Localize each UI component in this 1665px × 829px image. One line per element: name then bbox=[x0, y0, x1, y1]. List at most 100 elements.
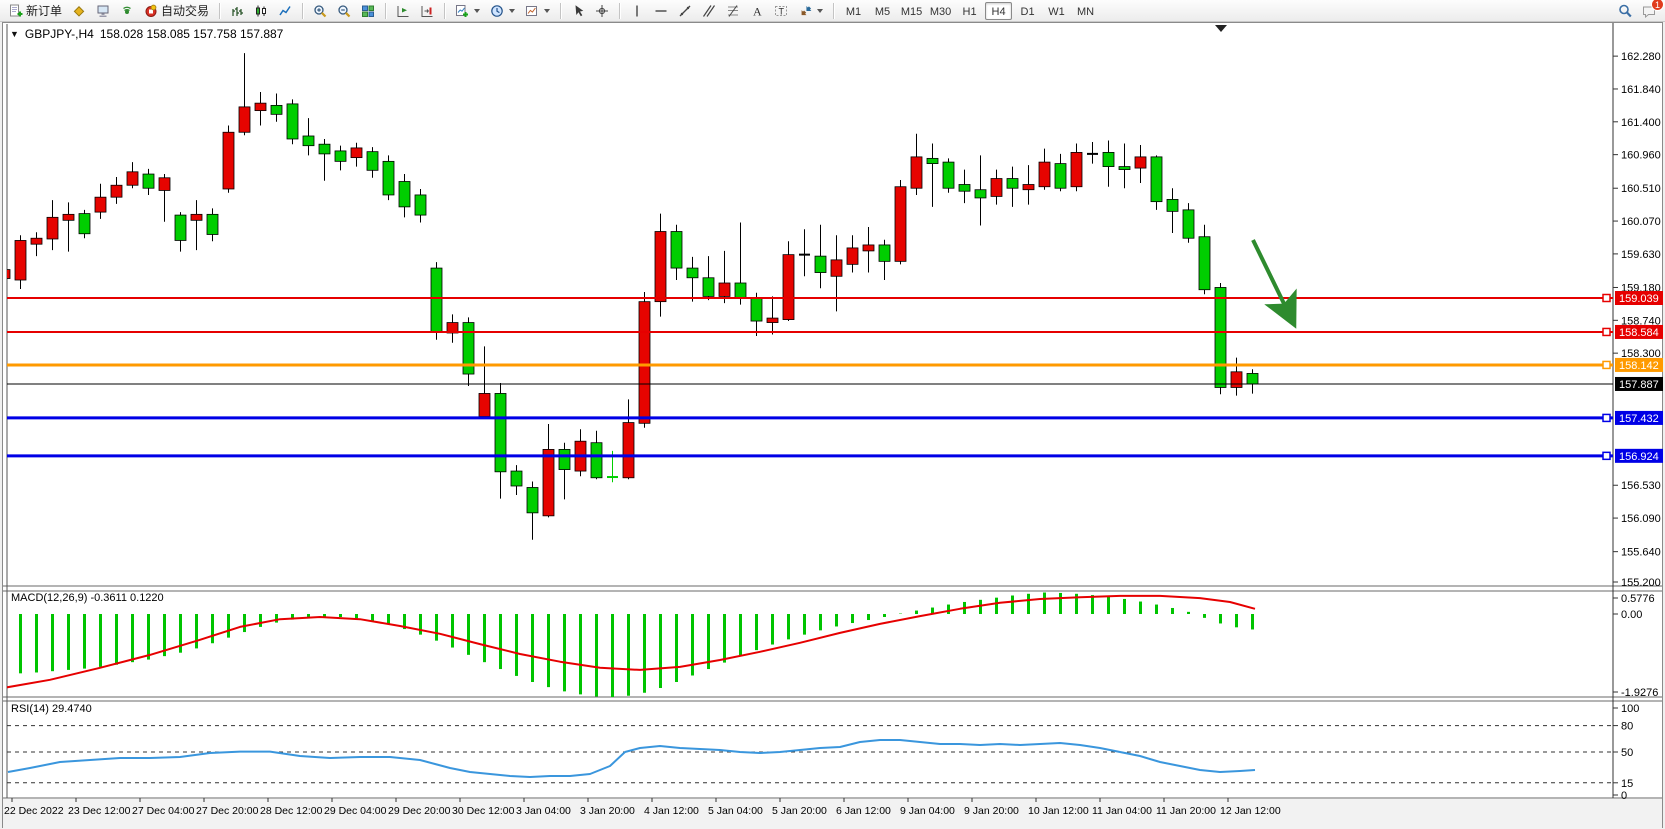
toolbar-separator bbox=[219, 2, 221, 19]
toolbar-separator bbox=[560, 2, 562, 19]
svg-text:15: 15 bbox=[1621, 778, 1633, 790]
down-arrow-annotation[interactable] bbox=[1251, 239, 1297, 329]
equidistant-channel-button[interactable] bbox=[697, 1, 721, 21]
chart-canvas[interactable]: 162.280 161.840 161.400 160.960 160.510 160.0… bbox=[0, 22, 1665, 829]
symbol-dropdown-icon[interactable]: ▼ bbox=[10, 29, 19, 39]
panel-dividers[interactable] bbox=[3, 585, 1662, 799]
candle-body bbox=[14, 240, 27, 281]
line-handle bbox=[1602, 360, 1611, 370]
candle-body bbox=[990, 178, 1003, 197]
timeframe-m15-button[interactable]: M15 bbox=[900, 5, 923, 18]
candle-body bbox=[1006, 178, 1019, 189]
label-icon: T bbox=[775, 5, 788, 16]
svg-text:157.887: 157.887 bbox=[1619, 379, 1659, 391]
templates-button[interactable] bbox=[520, 1, 555, 21]
new-order-button[interactable]: 新订单 bbox=[4, 1, 67, 21]
timeframe-h1-button[interactable]: H1 bbox=[962, 5, 977, 18]
profiles-button[interactable] bbox=[485, 1, 520, 21]
timeframe-h4-button[interactable]: H4 bbox=[985, 1, 1013, 20]
toolbar-separator bbox=[385, 2, 387, 19]
chevron-down-icon[interactable] bbox=[817, 8, 824, 13]
text-label-button[interactable]: T bbox=[769, 1, 793, 21]
price-label-158.142: 158.142 bbox=[1615, 357, 1663, 372]
crosshair-button[interactable] bbox=[590, 1, 614, 21]
svg-text:161.840: 161.840 bbox=[1621, 84, 1661, 96]
toolbar-right-group: 1 bbox=[1613, 0, 1664, 21]
search-button[interactable] bbox=[1613, 1, 1637, 21]
candle-body bbox=[30, 237, 43, 245]
candle-body bbox=[286, 103, 299, 140]
svg-text:156.530: 156.530 bbox=[1621, 480, 1661, 492]
fibonacci-button[interactable] bbox=[721, 1, 745, 21]
arrows-button[interactable] bbox=[793, 1, 828, 21]
candle-body bbox=[334, 150, 347, 162]
candle-body bbox=[206, 213, 219, 235]
zoom-out-button[interactable] bbox=[332, 1, 356, 21]
candlestick-mode-button[interactable] bbox=[249, 1, 273, 21]
svg-text:11 Jan 20:00: 11 Jan 20:00 bbox=[1156, 805, 1216, 817]
zoom-in-button[interactable] bbox=[308, 1, 332, 21]
vertical-line-button[interactable] bbox=[625, 1, 649, 21]
gold-seal-button[interactable] bbox=[67, 1, 91, 21]
candle-body bbox=[638, 301, 651, 424]
price-axis: 162.280 161.840 161.400 160.960 160.510 160.0… bbox=[1613, 51, 1661, 589]
timeframe-m30-button[interactable]: M30 bbox=[929, 5, 952, 18]
chevron-down-icon[interactable] bbox=[474, 8, 481, 13]
chevron-down-icon[interactable] bbox=[544, 8, 551, 13]
new-order-label: 新订单 bbox=[26, 4, 63, 18]
bar-chart-mode-button[interactable] bbox=[225, 1, 249, 21]
timeframe-w1-button[interactable]: W1 bbox=[1048, 5, 1065, 18]
candle-body bbox=[494, 393, 507, 473]
macd-histogram bbox=[19, 592, 1254, 697]
timeframe-m1-button[interactable]: M1 bbox=[845, 5, 862, 18]
rsi-line bbox=[7, 739, 1256, 778]
timeframe-m5-button[interactable]: M5 bbox=[874, 5, 891, 18]
timeframe-d1-button[interactable]: D1 bbox=[1020, 5, 1035, 18]
candle-body bbox=[910, 156, 923, 189]
svg-text:5 Jan 04:00: 5 Jan 04:00 bbox=[708, 805, 763, 817]
svg-text:27 Dec 04:00: 27 Dec 04:00 bbox=[132, 805, 195, 817]
timeframe-mn-button[interactable]: MN bbox=[1076, 5, 1095, 18]
svg-text:162.280: 162.280 bbox=[1621, 51, 1661, 63]
notification-count-badge: 1 bbox=[1651, 0, 1664, 11]
candle-body bbox=[238, 106, 251, 133]
new-chart-button[interactable] bbox=[450, 1, 485, 21]
notifications-button[interactable]: 1 bbox=[1637, 0, 1664, 21]
price-line-156.924[interactable] bbox=[7, 451, 1613, 461]
candle-body bbox=[78, 213, 91, 235]
price-label-159.039: 159.039 bbox=[1615, 291, 1663, 305]
horizontal-line-button[interactable] bbox=[649, 1, 673, 21]
candle-body bbox=[350, 147, 363, 159]
arrows-icon bbox=[801, 5, 812, 15]
text-button[interactable]: A bbox=[745, 1, 769, 21]
trendline-button[interactable] bbox=[673, 1, 697, 21]
price-line-157.432[interactable] bbox=[7, 413, 1613, 423]
price-line-158.584[interactable] bbox=[7, 327, 1613, 337]
cursor-button[interactable] bbox=[566, 1, 590, 21]
svg-text:0: 0 bbox=[1621, 790, 1627, 802]
new-order-icon bbox=[10, 4, 23, 16]
svg-text:-1.9276: -1.9276 bbox=[1621, 687, 1658, 699]
chart-shift-icon bbox=[421, 5, 433, 17]
auto-scroll-button[interactable] bbox=[391, 1, 415, 21]
svg-text:11 Jan 04:00: 11 Jan 04:00 bbox=[1092, 805, 1152, 817]
line-chart-mode-button[interactable] bbox=[273, 1, 297, 21]
candle-body bbox=[974, 189, 987, 199]
terminal-button[interactable] bbox=[91, 1, 115, 21]
price-line-158.142[interactable] bbox=[7, 360, 1613, 370]
candle-body bbox=[302, 135, 315, 147]
auto-trading-button[interactable]: 自动交易 bbox=[139, 1, 214, 21]
signal-button[interactable] bbox=[115, 1, 139, 21]
candle-body bbox=[590, 442, 603, 479]
chart-shift-button[interactable] bbox=[415, 1, 439, 21]
candle-body bbox=[254, 102, 267, 112]
tile-windows-button[interactable] bbox=[356, 1, 380, 21]
candle-body bbox=[510, 470, 523, 487]
text-icon: A bbox=[753, 4, 762, 18]
zoom-out-icon bbox=[338, 4, 351, 17]
chevron-down-icon[interactable] bbox=[509, 8, 516, 13]
toolbar-separator bbox=[302, 2, 304, 19]
candle-body bbox=[110, 184, 123, 198]
chart-ohlc-values: 158.028 158.085 157.758 157.887 bbox=[99, 27, 284, 41]
price-line-159.039[interactable] bbox=[7, 293, 1613, 303]
